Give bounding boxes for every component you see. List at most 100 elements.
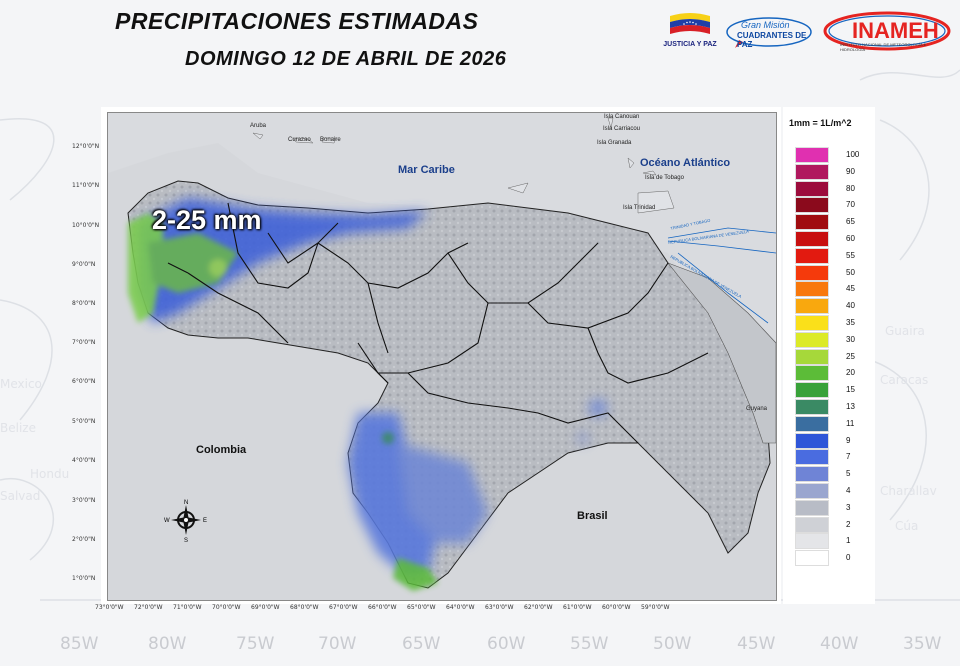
lat-label: 10°0'0"N xyxy=(72,222,100,229)
lon-label: 72°0'0"W xyxy=(134,604,163,611)
legend-label: 9 xyxy=(846,435,851,445)
lat-label: 1°0'0"N xyxy=(72,575,96,582)
place-canouan: Isla Canouan xyxy=(604,114,640,120)
legend-swatch xyxy=(795,264,829,281)
place-granada: Isla Granada xyxy=(597,140,632,146)
bg-lon-label: 40W xyxy=(820,634,859,654)
legend-swatch xyxy=(795,180,829,197)
lat-label: 7°0'0"N xyxy=(72,339,96,346)
legend-swatch xyxy=(795,331,829,348)
gran-mision-ring-icon xyxy=(726,17,812,48)
inameh-subtext: INSTITUTO NACIONAL DE METEOROLOGÍA E HID… xyxy=(840,42,927,52)
legend-label: 80 xyxy=(846,183,855,193)
bg-lon-label: 45W xyxy=(737,634,776,654)
sea-label-caribe: Mar Caribe xyxy=(398,164,455,176)
bg-lon-label: 75W xyxy=(236,634,275,654)
legend-label: 20 xyxy=(846,368,855,378)
compass-w: W xyxy=(164,518,170,524)
legend-swatch xyxy=(795,382,829,399)
legend-label: 45 xyxy=(846,284,855,294)
rain-annotation: 2-25 mm xyxy=(152,205,262,235)
legend-swatch xyxy=(795,466,829,483)
map-area xyxy=(107,112,777,601)
legend-swatch xyxy=(795,483,829,499)
lon-label: 61°0'0"W xyxy=(563,604,592,611)
lon-label: 62°0'0"W xyxy=(524,604,553,611)
lon-label: 64°0'0"W xyxy=(446,604,475,611)
legend-swatch xyxy=(795,214,829,231)
legend-label: 1 xyxy=(846,536,851,546)
justicia-paz-label: JUSTICIA Y PAZ xyxy=(663,41,717,48)
legend-label: 65 xyxy=(846,217,855,227)
place-curazao: Curazao xyxy=(288,137,311,143)
legend-swatch xyxy=(795,197,829,214)
bg-lon-label: 70W xyxy=(318,634,357,654)
legend-swatch xyxy=(795,365,829,382)
legend-label: 0 xyxy=(846,553,851,563)
sea-label-atlantico: Océano Atlántico xyxy=(640,157,731,169)
lat-label: 3°0'0"N xyxy=(72,497,96,504)
legend-swatch xyxy=(795,533,829,550)
legend-swatch xyxy=(795,147,829,163)
legend-title: 1mm = 1L/m^2 xyxy=(789,118,852,128)
legend-label: 3 xyxy=(846,502,851,512)
lon-label: 68°0'0"W xyxy=(290,604,319,611)
compass-e: E xyxy=(203,518,207,524)
legend-swatch xyxy=(795,449,829,466)
country-label-guyana: Guyana xyxy=(746,406,768,412)
page-date: DOMINGO 12 DE ABRIL DE 2026 xyxy=(185,48,507,70)
lat-label: 6°0'0"N xyxy=(72,378,96,385)
compass-s: S xyxy=(184,538,188,543)
legend-swatch xyxy=(795,432,829,449)
lon-label: 73°0'0"W xyxy=(95,604,124,611)
legend-label: 2 xyxy=(846,519,851,529)
lon-label: 70°0'0"W xyxy=(212,604,241,611)
bg-lon-label: 50W xyxy=(653,634,692,654)
lon-label: 65°0'0"W xyxy=(407,604,436,611)
legend-label: 90 xyxy=(846,166,855,176)
justicia-paz-logo: JUSTICIA Y PAZ xyxy=(662,10,718,52)
bg-lon-label: 35W xyxy=(903,634,942,654)
legend-swatch xyxy=(795,415,829,432)
legend-label: 25 xyxy=(846,351,855,361)
inameh-text: INAMEH xyxy=(852,18,939,43)
legend-swatch xyxy=(795,247,829,264)
legend-label: 13 xyxy=(846,402,855,411)
svg-text:Belize: Belize xyxy=(0,421,36,435)
lon-label: 69°0'0"W xyxy=(251,604,280,611)
page-title: PRECIPITACIONES ESTIMADAS xyxy=(115,8,479,34)
legend-label: 60 xyxy=(846,234,855,243)
legend: 1mm = 1L/m^2 100 90 80 70 65 60 55 50 45 40 35 30 25… xyxy=(783,107,875,604)
legend-swatch xyxy=(795,550,829,567)
svg-text:Caracas: Caracas xyxy=(880,373,928,387)
lon-label: 67°0'0"W xyxy=(329,604,358,611)
legend-swatch xyxy=(795,281,829,298)
inameh-logo: INAMEH INSTITUTO NACIONAL DE METEOROLOGÍ… xyxy=(822,10,952,52)
lat-label: 12°0'0"N xyxy=(72,143,100,150)
place-carriacou: Isla Carriacou xyxy=(603,126,641,132)
place-trinidad: Isla Trinidad xyxy=(623,205,656,211)
svg-text:Guaira: Guaira xyxy=(885,324,925,338)
lat-label: 2°0'0"N xyxy=(72,536,96,543)
legend-label: 4 xyxy=(846,486,851,495)
bg-lon-label: 55W xyxy=(570,634,609,654)
legend-swatch xyxy=(795,499,829,516)
legend-label: 55 xyxy=(846,250,855,260)
lon-label: 59°0'0"W xyxy=(641,604,670,611)
place-bonaire: Bonaire xyxy=(320,137,341,143)
legend-label: 15 xyxy=(846,385,855,395)
legend-swatch xyxy=(795,348,829,365)
legend-label: 35 xyxy=(846,318,855,327)
lat-label: 4°0'0"N xyxy=(72,457,96,464)
lat-label: 11°0'0"N xyxy=(72,182,100,189)
legend-label: 11 xyxy=(846,418,855,428)
svg-text:Mexico: Mexico xyxy=(0,377,42,391)
country-label-brasil: Brasil xyxy=(577,510,608,522)
legend-swatch xyxy=(795,231,829,247)
inameh-ring-icon xyxy=(823,11,951,51)
legend-swatch xyxy=(795,163,829,180)
map-frame xyxy=(101,107,781,604)
svg-text:Salvad: Salvad xyxy=(0,489,40,503)
legend-label: 100 xyxy=(846,150,860,159)
place-aruba: Aruba xyxy=(250,123,267,129)
